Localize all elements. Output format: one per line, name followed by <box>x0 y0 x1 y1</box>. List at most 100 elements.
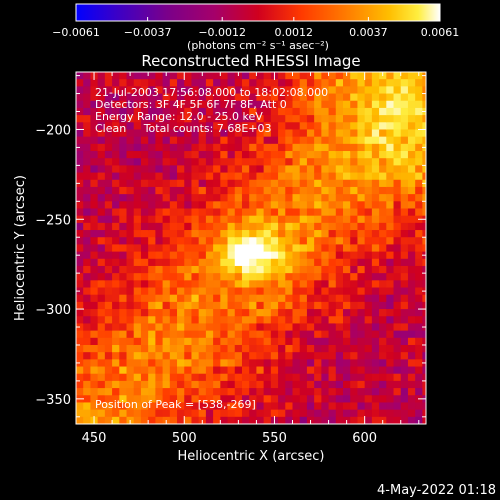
heatmap-cell <box>407 186 416 195</box>
heatmap-cell <box>371 86 380 95</box>
heatmap-cell <box>306 409 315 418</box>
heatmap-cell <box>198 309 207 317</box>
heatmap-cell <box>263 100 272 109</box>
heatmap-cell <box>263 395 272 404</box>
heatmap-cell <box>328 316 337 325</box>
heatmap-cell <box>314 122 322 131</box>
heatmap-cell <box>90 230 99 238</box>
heatmap-cell <box>234 172 243 181</box>
heatmap-cell <box>386 194 395 202</box>
heatmap-cell <box>227 366 236 375</box>
heatmap-cell <box>205 265 214 274</box>
heatmap-cell <box>112 294 120 303</box>
heatmap-cell <box>407 380 416 389</box>
heatmap-cell <box>191 251 200 260</box>
heatmap-cell <box>393 366 402 375</box>
heatmap-cell <box>415 122 423 131</box>
heatmap-cell <box>350 273 359 281</box>
heatmap-cell <box>155 416 164 424</box>
heatmap-cell <box>343 237 351 246</box>
heatmap-cell <box>256 93 265 102</box>
heatmap-cell <box>386 380 395 389</box>
heatmap-cell <box>83 251 92 260</box>
heatmap-cell <box>386 237 395 246</box>
heatmap-cell <box>97 330 106 339</box>
heatmap-cell <box>126 186 135 195</box>
heatmap-cell <box>177 237 185 246</box>
heatmap-cell <box>321 215 330 224</box>
heatmap-cell <box>343 93 351 102</box>
heatmap-cell <box>335 230 344 238</box>
heatmap-cell <box>357 179 366 188</box>
heatmap-cell <box>198 93 207 102</box>
heatmap-cell <box>249 172 258 181</box>
heatmap-cell <box>126 301 135 310</box>
heatmap-cell <box>90 316 99 325</box>
heatmap-cell <box>292 72 301 80</box>
heatmap-cell <box>227 237 236 246</box>
heatmap-cell <box>234 258 243 267</box>
heatmap-cell <box>119 337 128 346</box>
heatmap-cell <box>335 359 344 368</box>
heatmap-cell <box>379 330 387 339</box>
heatmap-cell <box>220 309 229 317</box>
heatmap-cell <box>184 72 193 80</box>
heatmap-cell <box>292 136 301 145</box>
heatmap-cell <box>249 330 258 339</box>
heatmap-cell <box>97 309 106 317</box>
heatmap-cell <box>285 301 294 310</box>
heatmap-cell <box>415 143 423 152</box>
heatmap-cell <box>335 165 344 174</box>
heatmap-cell <box>220 301 229 310</box>
heatmap-cell <box>140 309 149 317</box>
heatmap-cell <box>306 186 315 195</box>
heatmap-cell <box>343 280 351 289</box>
heatmap-cell <box>90 115 99 123</box>
heatmap-cell <box>263 352 272 360</box>
heatmap-cell <box>198 215 207 224</box>
heatmap-cell <box>205 222 214 231</box>
heatmap-cell <box>263 244 272 253</box>
heatmap-cell <box>306 344 315 353</box>
heatmap-cell <box>350 194 359 202</box>
heatmap-cell <box>97 186 106 195</box>
heatmap-cell <box>415 186 423 195</box>
heatmap-cell <box>198 409 207 418</box>
heatmap-cell <box>415 258 423 267</box>
heatmap-cell <box>422 230 426 238</box>
heatmap-cell <box>155 330 164 339</box>
heatmap-cell <box>191 100 200 109</box>
heatmap-cell <box>270 115 279 123</box>
heatmap-cell <box>148 330 156 339</box>
heatmap-cell <box>364 323 373 332</box>
heatmap-cell <box>227 294 236 303</box>
heatmap-cell <box>198 208 207 217</box>
heatmap-cell <box>278 258 286 267</box>
heatmap-cell <box>393 86 402 95</box>
heatmap-cell <box>321 237 330 246</box>
heatmap-cell <box>328 280 337 289</box>
heatmap-cell <box>213 294 221 303</box>
heatmap-cell <box>191 115 200 123</box>
heatmap-cell <box>357 215 366 224</box>
heatmap-cell <box>213 129 221 138</box>
heatmap-cell <box>314 201 322 210</box>
heatmap-cell <box>393 136 402 145</box>
heatmap-cell <box>155 151 164 159</box>
heatmap-cell <box>321 136 330 145</box>
heatmap-cell <box>306 330 315 339</box>
heatmap-cell <box>119 201 128 210</box>
heatmap-cell <box>140 323 149 332</box>
heatmap-cell <box>148 309 156 317</box>
heatmap-cell <box>321 373 330 382</box>
heatmap-cell <box>407 323 416 332</box>
heatmap-cell <box>386 143 395 152</box>
heatmap-cell <box>285 352 294 360</box>
heatmap-cell <box>198 143 207 152</box>
heatmap-cell <box>328 273 337 281</box>
heatmap-cell <box>299 230 308 238</box>
heatmap-cell <box>328 337 337 346</box>
heatmap-cell <box>133 416 142 424</box>
heatmap-cell <box>90 366 99 375</box>
heatmap-cell <box>76 301 84 310</box>
